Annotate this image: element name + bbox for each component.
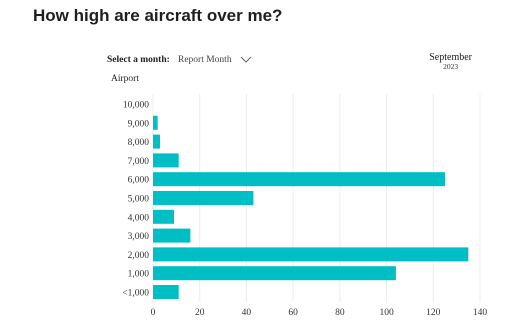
x-tick-label: 100 (379, 308, 394, 318)
y-tick-label: 4,000 (128, 213, 150, 223)
bar[interactable] (153, 247, 469, 262)
month-select-label: Select a month: (107, 55, 170, 65)
bar[interactable] (153, 228, 191, 243)
y-axis-title: Airport (111, 74, 139, 84)
y-tick-label: 6,000 (128, 176, 150, 186)
x-tick-label: 0 (151, 308, 156, 318)
bar[interactable] (153, 191, 254, 205)
y-tick-label: 10,000 (123, 101, 149, 111)
month-select-value: Report Month (178, 55, 232, 65)
x-tick-label: 80 (335, 308, 345, 318)
page-title: How high are aircraft over me? (33, 6, 283, 25)
bar[interactable] (153, 153, 179, 168)
bar[interactable] (153, 172, 445, 187)
bar[interactable] (153, 115, 158, 130)
x-tick-label: 140 (473, 308, 488, 318)
x-tick-label: 40 (242, 308, 252, 318)
chart-period: September 2023 (429, 53, 472, 71)
chevron-down-icon (240, 56, 252, 63)
y-tick-label: 7,000 (128, 157, 150, 167)
bar[interactable] (153, 209, 175, 224)
y-tick-label: 1,000 (128, 270, 150, 280)
month-select[interactable]: Report Month (172, 52, 256, 68)
bar[interactable] (153, 266, 396, 281)
x-tick-label: 120 (426, 308, 441, 318)
x-tick-label: 60 (288, 308, 298, 318)
bar[interactable] (153, 134, 161, 149)
y-tick-label: 2,000 (128, 251, 150, 261)
y-tick-label: 8,000 (128, 138, 150, 148)
y-tick-label: 5,000 (128, 195, 150, 205)
bar[interactable] (153, 285, 179, 299)
x-tick-label: 20 (195, 308, 205, 318)
y-tick-label: <1,000 (122, 289, 149, 299)
chart-period-month: September (429, 52, 472, 63)
y-tick-label: 3,000 (128, 232, 150, 242)
y-tick-label: 9,000 (128, 119, 150, 129)
chart-period-year: 2023 (443, 62, 459, 71)
